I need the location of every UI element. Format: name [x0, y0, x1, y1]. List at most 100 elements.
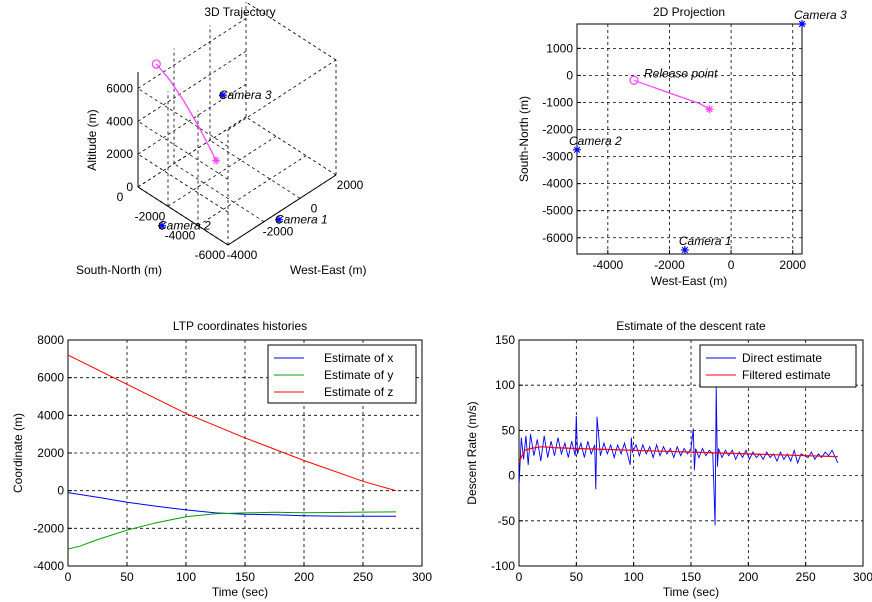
traj3d-floor-grid — [167, 135, 277, 207]
traj3d-camera-marker — [218, 91, 227, 100]
descent-legend-box — [699, 344, 857, 388]
traj3d-panel: 3D Trajectory Altitude (m) South-North (… — [76, 1, 366, 277]
ltp-legend-box — [267, 344, 417, 404]
traj3d-grid — [137, 1, 337, 246]
descent-series — [518, 386, 839, 526]
proj2d-panel: 2D Projection -4000 -2000 0 2000 1000 0 -1000 -… — [517, 5, 847, 288]
ltp-legend-label-2: Estimate of z — [324, 385, 393, 399]
descent-ytick-label: 150 — [495, 333, 515, 347]
proj2d-ytick-label: -6000 — [542, 231, 573, 245]
descent-ytick-label: 50 — [502, 423, 516, 437]
descent-title: Estimate of the descent rate — [616, 319, 766, 333]
proj2d-ytick-label: -5000 — [542, 204, 573, 218]
ltp-xtick-label: 50 — [120, 570, 134, 584]
traj3d-box-edge — [245, 1, 337, 61]
proj2d-ytick-label: -2000 — [542, 123, 573, 137]
descent-ylabel: Descent Rate (m/s) — [465, 401, 479, 504]
descent-xtick-label: 50 — [570, 570, 584, 584]
ltp-panel: LTP coordinates histories 0 50 100 150 200 25… — [11, 319, 432, 599]
traj3d-camera-label: Camera 1 — [275, 213, 328, 227]
proj2d-camera-label: Camera 1 — [679, 234, 732, 248]
ltp-ytick-label: 8000 — [37, 333, 64, 347]
ltp-ytick-label: 2000 — [37, 446, 64, 460]
descent-ytick-label: 0 — [508, 469, 515, 483]
ltp-xtick-label: 150 — [235, 570, 255, 584]
traj3d-xtick-label: -2000 — [263, 225, 294, 239]
traj3d-landing-marker — [212, 156, 221, 165]
proj2d-ytick-label: 1000 — [546, 41, 573, 55]
traj3d-ztick-label: 4000 — [106, 114, 133, 128]
descent-xtick-label: 200 — [738, 570, 758, 584]
proj2d-landing-marker — [705, 105, 714, 114]
traj3d-xtick-label: -4000 — [227, 248, 258, 262]
traj3d-ztick-label: 2000 — [106, 147, 133, 161]
traj3d-title: 3D Trajectory — [204, 5, 275, 19]
proj2d-camera-label: Camera 2 — [569, 134, 622, 148]
proj2d-series: Camera 3 Camera 2 Camera 1 Release point — [569, 8, 847, 254]
traj3d-xtick-label: 2000 — [337, 178, 364, 192]
proj2d-xtick-label: -4000 — [592, 258, 623, 272]
proj2d-xtick-label: 2000 — [779, 258, 806, 272]
descent-xtick-label: 150 — [681, 570, 701, 584]
proj2d-camera-marker — [573, 145, 581, 154]
descent-xtick-label: 250 — [796, 570, 816, 584]
ltp-series — [67, 354, 397, 550]
traj3d-ztick-label: 6000 — [106, 81, 133, 95]
proj2d-xlabel: West-East (m) — [651, 274, 727, 288]
traj3d-camera-label: Camera 2 — [158, 219, 211, 233]
descent-series-line-1 — [518, 446, 838, 463]
traj3d-trajectory-line — [155, 63, 217, 161]
ltp-xtick-label: 200 — [294, 570, 314, 584]
proj2d-xtick-label: -2000 — [654, 258, 685, 272]
proj2d-camera-marker — [680, 245, 689, 254]
traj3d-y-axis — [137, 186, 229, 246]
descent-ytick-label: -100 — [491, 559, 515, 573]
traj3d-series — [151, 59, 221, 165]
proj2d-ytick-label: -1000 — [542, 95, 573, 109]
traj3d-camera-marker — [158, 221, 166, 230]
descent-xtick-label: 100 — [624, 570, 644, 584]
proj2d-xtick-label: 0 — [728, 258, 735, 272]
traj3d-ytick-label: -2000 — [135, 209, 166, 223]
descent-xtick-label: 0 — [516, 570, 523, 584]
proj2d-ticks: -4000 -2000 0 2000 1000 0 -1000 -2000 -3000 -4000… — [542, 41, 806, 272]
ltp-legend: Estimate of x Estimate of y Estimate of z — [267, 344, 417, 404]
ltp-series-line-1 — [67, 511, 397, 550]
ltp-xtick-label: 300 — [412, 570, 432, 584]
proj2d-ytick-label: 0 — [566, 68, 573, 82]
proj2d-camera-marker — [798, 20, 806, 28]
ltp-ytick-label: 6000 — [37, 371, 64, 385]
descent-ticks: 0 50 100 150 200 250 300 150 100 50 0 -50 -100 — [491, 333, 872, 584]
descent-ytick-label: -50 — [498, 514, 516, 528]
traj3d-xlabel: West-East (m) — [290, 263, 366, 277]
proj2d-ylabel: South-North (m) — [517, 96, 531, 182]
descent-legend-label-0: Direct estimate — [742, 351, 822, 365]
traj3d-ytick-label: -4000 — [165, 229, 196, 243]
ltp-xtick-label: 250 — [353, 570, 373, 584]
ltp-ylabel: Coordinate (m) — [11, 413, 25, 493]
ltp-ticks: 0 50 100 150 200 250 300 8000 6000 4000 2000 0 -2000… — [33, 333, 432, 584]
traj3d-floor-grid — [173, 163, 265, 223]
traj3d-camera-label: Camera 3 — [219, 88, 272, 102]
traj3d-ztick-label: 0 — [126, 180, 133, 194]
descent-legend-label-1: Filtered estimate — [742, 368, 831, 382]
proj2d-title: 2D Projection — [653, 5, 725, 19]
traj3d-ytick-label: 0 — [117, 190, 124, 204]
descent-xlabel: Time (sec) — [663, 585, 719, 599]
traj3d-ylabel: South-North (m) — [76, 263, 162, 277]
proj2d-grid — [577, 24, 802, 254]
ltp-ytick-label: 0 — [57, 484, 64, 498]
ltp-legend-label-0: Estimate of x — [324, 351, 393, 365]
descent-ytick-label: 100 — [495, 378, 515, 392]
proj2d-camera-label: Camera 3 — [794, 8, 847, 22]
traj3d-x-axis — [227, 174, 337, 246]
proj2d-ytick-label: -3000 — [542, 150, 573, 164]
ltp-xtick-label: 0 — [65, 570, 72, 584]
ltp-ytick-label: -4000 — [33, 559, 64, 573]
proj2d-release-marker — [629, 75, 639, 85]
traj3d-ytick-label: -6000 — [195, 248, 226, 262]
traj3d-sidewall-grid — [137, 120, 229, 180]
traj3d-ticks: -4000-200002000-6000-4000-20000020004000… — [106, 81, 363, 262]
traj3d-release-marker — [151, 59, 161, 69]
